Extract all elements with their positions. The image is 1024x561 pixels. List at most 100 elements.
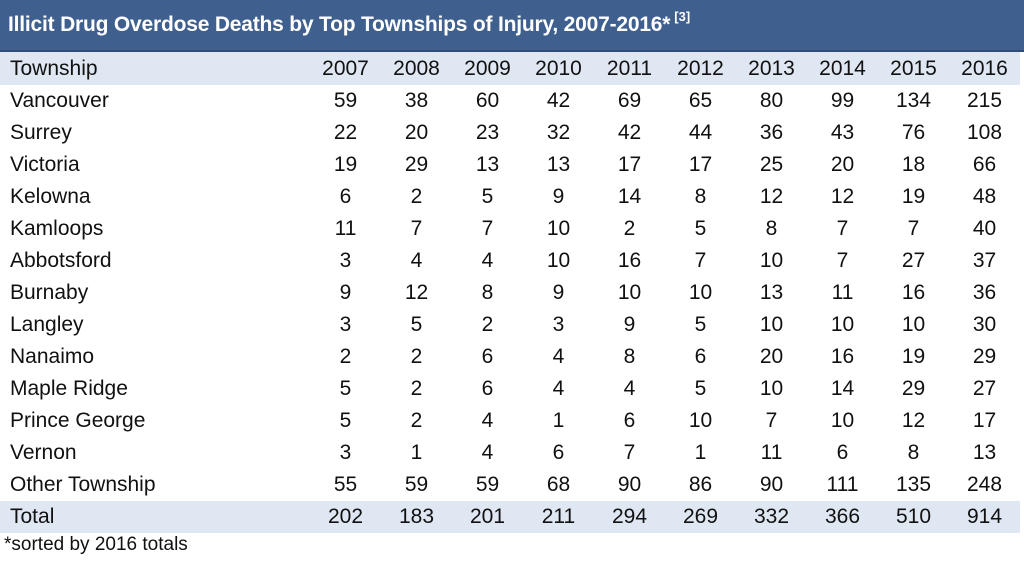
death-count-cell: 86 [688,473,713,496]
total-value-cell: 269 [682,505,719,528]
footnote: *sorted by 2016 totals [4,534,188,555]
death-count-cell: 65 [688,89,713,112]
table-row: Surrey 22 20 23 32 42 44 36 43 76 108 [0,117,1020,149]
total-value-cell: 211 [541,505,576,528]
death-count-cell: 4 [552,377,565,400]
death-count-cell: 2 [410,185,423,208]
death-count-cell: 99 [830,89,855,112]
total-value-cell: 332 [753,505,790,528]
death-count-cell: 10 [688,409,713,432]
death-count-cell: 6 [481,345,494,368]
death-count-cell: 29 [404,153,429,176]
death-count-cell: 14 [617,185,642,208]
death-count-cell: 3 [552,313,565,336]
township-name: Vancouver [10,89,109,112]
death-count-cell: 38 [404,89,429,112]
death-count-cell: 5 [694,217,707,240]
death-count-cell: 12 [901,409,926,432]
death-count-cell: 8 [765,217,778,240]
death-count-cell: 4 [481,441,494,464]
death-count-cell: 7 [836,249,849,272]
death-count-cell: 4 [410,249,423,272]
death-count-cell: 6 [623,409,636,432]
death-count-cell: 16 [830,345,855,368]
total-value-cell: 366 [824,505,861,528]
death-count-cell: 16 [617,249,642,272]
death-count-cell: 8 [694,185,707,208]
overdose-deaths-table: Township 2007 2008 2009 2010 2011 2012 2013 201… [0,52,1020,533]
death-count-cell: 3 [339,249,352,272]
township-name: Maple Ridge [10,377,128,400]
death-count-cell: 9 [552,281,565,304]
township-name: Nanaimo [10,345,95,368]
death-count-cell: 10 [759,313,784,336]
township-name: Other Township [10,473,156,496]
township-name: Kamloops [10,217,104,240]
death-count-cell: 48 [972,185,997,208]
death-count-cell: 6 [552,441,565,464]
death-count-cell: 7 [410,217,423,240]
death-count-cell: 25 [759,153,784,176]
death-count-cell: 9 [623,313,636,336]
death-count-cell: 9 [339,281,352,304]
death-count-cell: 90 [617,473,642,496]
death-count-cell: 42 [617,121,642,144]
death-count-cell: 248 [966,473,1003,496]
death-count-cell: 8 [481,281,494,304]
death-count-cell: 32 [546,121,571,144]
death-count-cell: 7 [836,217,849,240]
year-column-header: 2013 [748,56,795,80]
death-count-cell: 59 [475,473,500,496]
total-value-cell: 202 [327,505,364,528]
total-value-cell: 294 [611,505,648,528]
death-count-cell: 10 [759,377,784,400]
death-count-cell: 29 [972,345,997,368]
table-row: Vernon 3 1 4 6 7 1 11 6 8 13 [0,437,1020,469]
death-count-cell: 20 [759,345,784,368]
death-count-cell: 18 [901,153,926,176]
death-count-cell: 10 [830,313,855,336]
death-count-cell: 13 [972,441,997,464]
total-row: Total 202 183 201 211 294 269 332 366 510 914 [0,501,1020,533]
table-row: Kelowna 6 2 5 9 14 8 12 12 19 48 [0,181,1020,213]
header-row: Township 2007 2008 2009 2010 2011 2012 2013 201… [0,52,1020,85]
death-count-cell: 2 [410,377,423,400]
table-row: Other Township 55 59 59 68 90 86 90 111 135 248 [0,469,1020,501]
death-count-cell: 59 [404,473,429,496]
death-count-cell: 4 [481,409,494,432]
table-row: Vancouver 59 38 60 42 69 65 80 99 134 215 [0,85,1020,117]
death-count-cell: 6 [694,345,707,368]
death-count-cell: 17 [617,153,642,176]
death-count-cell: 10 [546,249,571,272]
table-row: Prince George 5 2 4 1 6 10 7 10 12 17 [0,405,1020,437]
death-count-cell: 80 [759,89,784,112]
death-count-cell: 11 [760,441,783,464]
death-count-cell: 10 [688,281,713,304]
death-count-cell: 90 [759,473,784,496]
death-count-cell: 36 [972,281,997,304]
death-count-cell: 4 [552,345,565,368]
death-count-cell: 66 [972,153,997,176]
year-column-header: 2012 [677,56,724,80]
death-count-cell: 11 [334,217,357,240]
death-count-cell: 59 [333,89,358,112]
death-count-cell: 7 [907,217,920,240]
death-count-cell: 16 [901,281,926,304]
death-count-cell: 2 [481,313,494,336]
death-count-cell: 1 [410,441,423,464]
table-row: Maple Ridge 5 2 6 4 4 5 10 14 29 27 [0,373,1020,405]
death-count-cell: 6 [836,441,849,464]
death-count-cell: 1 [694,441,707,464]
death-count-cell: 10 [759,249,784,272]
death-count-cell: 134 [895,89,932,112]
death-count-cell: 8 [907,441,920,464]
death-count-cell: 135 [895,473,932,496]
township-name: Vernon [10,441,77,464]
death-count-cell: 215 [966,89,1003,112]
township-name: Kelowna [10,185,91,208]
death-count-cell: 60 [475,89,500,112]
death-count-cell: 12 [404,281,429,304]
death-count-cell: 1 [552,409,565,432]
death-count-cell: 76 [901,121,926,144]
death-count-cell: 13 [759,281,784,304]
